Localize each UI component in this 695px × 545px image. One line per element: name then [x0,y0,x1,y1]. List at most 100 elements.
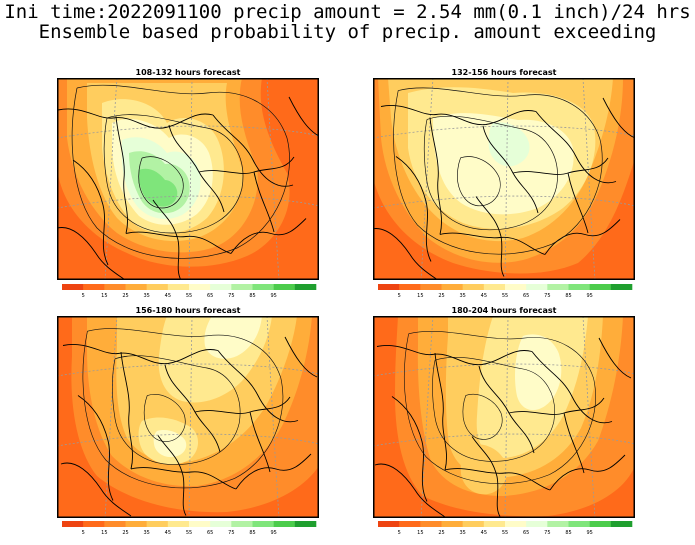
colorbar-swatch [83,521,105,527]
country-border [376,345,533,365]
colorbar-swatch [526,521,548,527]
colorbar-label: 5 [398,530,401,536]
country-border [598,337,632,379]
colorbar-label: 85 [565,530,571,536]
country-border [115,116,128,234]
colorbar-label: 45 [165,293,171,299]
colorbar-swatch [273,284,296,290]
country-border [395,156,432,262]
country-border [249,411,271,473]
graticule-line [373,195,635,209]
colorbar-swatch [610,521,633,527]
graticule-line [504,316,509,518]
main-title: Ini time:2022091100 precip amount = 2.54… [4,1,691,23]
contour-line [423,115,558,231]
country-border [152,199,182,280]
colorbar-swatch [167,284,190,290]
graticule-line [420,316,434,518]
colorbar-label: 75 [544,530,550,536]
probability-area [515,334,562,411]
country-border [535,111,617,184]
colorbar-swatch [62,521,84,527]
colorbar-swatch [189,284,211,290]
colorbar-label: 45 [165,530,171,536]
country-border [471,436,501,517]
colorbar-label: 5 [398,293,401,299]
colorbar-swatch [83,284,105,290]
colorbar-swatch [526,284,548,290]
colorbar-swatch [210,521,232,527]
colorbar-label: 75 [228,530,234,536]
contour-line [103,114,244,234]
colorbar-swatch [610,284,633,290]
graticule-line [582,78,596,280]
colorbar-3: 5 15 25 35 45 55 65 75 85 95 [62,521,317,536]
forecast-map-1 [57,78,319,280]
graticule-line [373,363,635,377]
colorbar-swatch [568,284,590,290]
contour-line [143,394,186,442]
country-border [391,396,428,502]
colorbar-swatch [589,521,612,527]
country-border [57,227,127,280]
country-border [434,352,447,471]
country-border [60,462,132,517]
colorbar-swatch [252,284,274,290]
country-border [429,117,442,235]
probability-area [460,444,508,495]
country-border [602,97,635,139]
country-border [549,454,626,491]
contour-line [82,328,284,489]
colorbar-swatch [505,284,527,290]
graticule-line [373,125,635,139]
colorbar-swatch [273,521,296,527]
colorbar-swatch [483,284,506,290]
colorbar-label: 95 [270,530,276,536]
graticule-line [188,316,193,518]
country-border [235,453,312,490]
map-frame [57,316,319,518]
colorbar-label: 15 [417,293,423,299]
colorbar-label: 25 [438,293,444,299]
graticule-line [504,78,509,280]
contour-line [71,84,290,259]
panel-title-2: 132-156 hours forecast [451,68,557,77]
colorbar-label: 25 [438,530,444,536]
colorbar-swatch [146,284,169,290]
colorbar-swatch [420,284,442,290]
country-border [130,467,237,490]
colorbar-label: 75 [228,293,234,299]
map-frame [57,78,319,280]
country-border [284,336,318,378]
subtitle: Ensemble based probability of precip. am… [38,21,657,43]
colorbar-label: 95 [586,530,592,536]
colorbar-label: 15 [101,293,107,299]
colorbar-swatch [399,284,421,290]
country-border [212,114,294,187]
country-border [444,468,551,491]
country-border [475,196,505,277]
graticule-line [420,78,434,280]
colorbar-swatch [104,284,126,290]
panel-title-3: 156-180 hours forecast [135,306,241,315]
country-border [77,395,114,501]
colorbar-swatch [294,521,317,527]
colorbar-swatch [210,284,232,290]
country-border [374,463,446,518]
graticule-line [104,316,118,518]
colorbar-swatch [125,284,147,290]
colorbar-label: 85 [565,293,571,299]
colorbar-label: 5 [82,293,85,299]
graticule-line [582,316,596,518]
graticule-line [266,316,280,518]
colorbar-swatch [441,521,463,527]
colorbar-swatch [462,284,485,290]
colorbar-swatch [125,521,147,527]
country-border [157,435,187,516]
contour-line [457,156,501,207]
colorbar-label: 15 [101,530,107,536]
colorbar-swatch [146,521,169,527]
graticule-line [57,433,319,447]
contour-line [393,87,603,255]
colorbar-swatch [547,284,569,290]
